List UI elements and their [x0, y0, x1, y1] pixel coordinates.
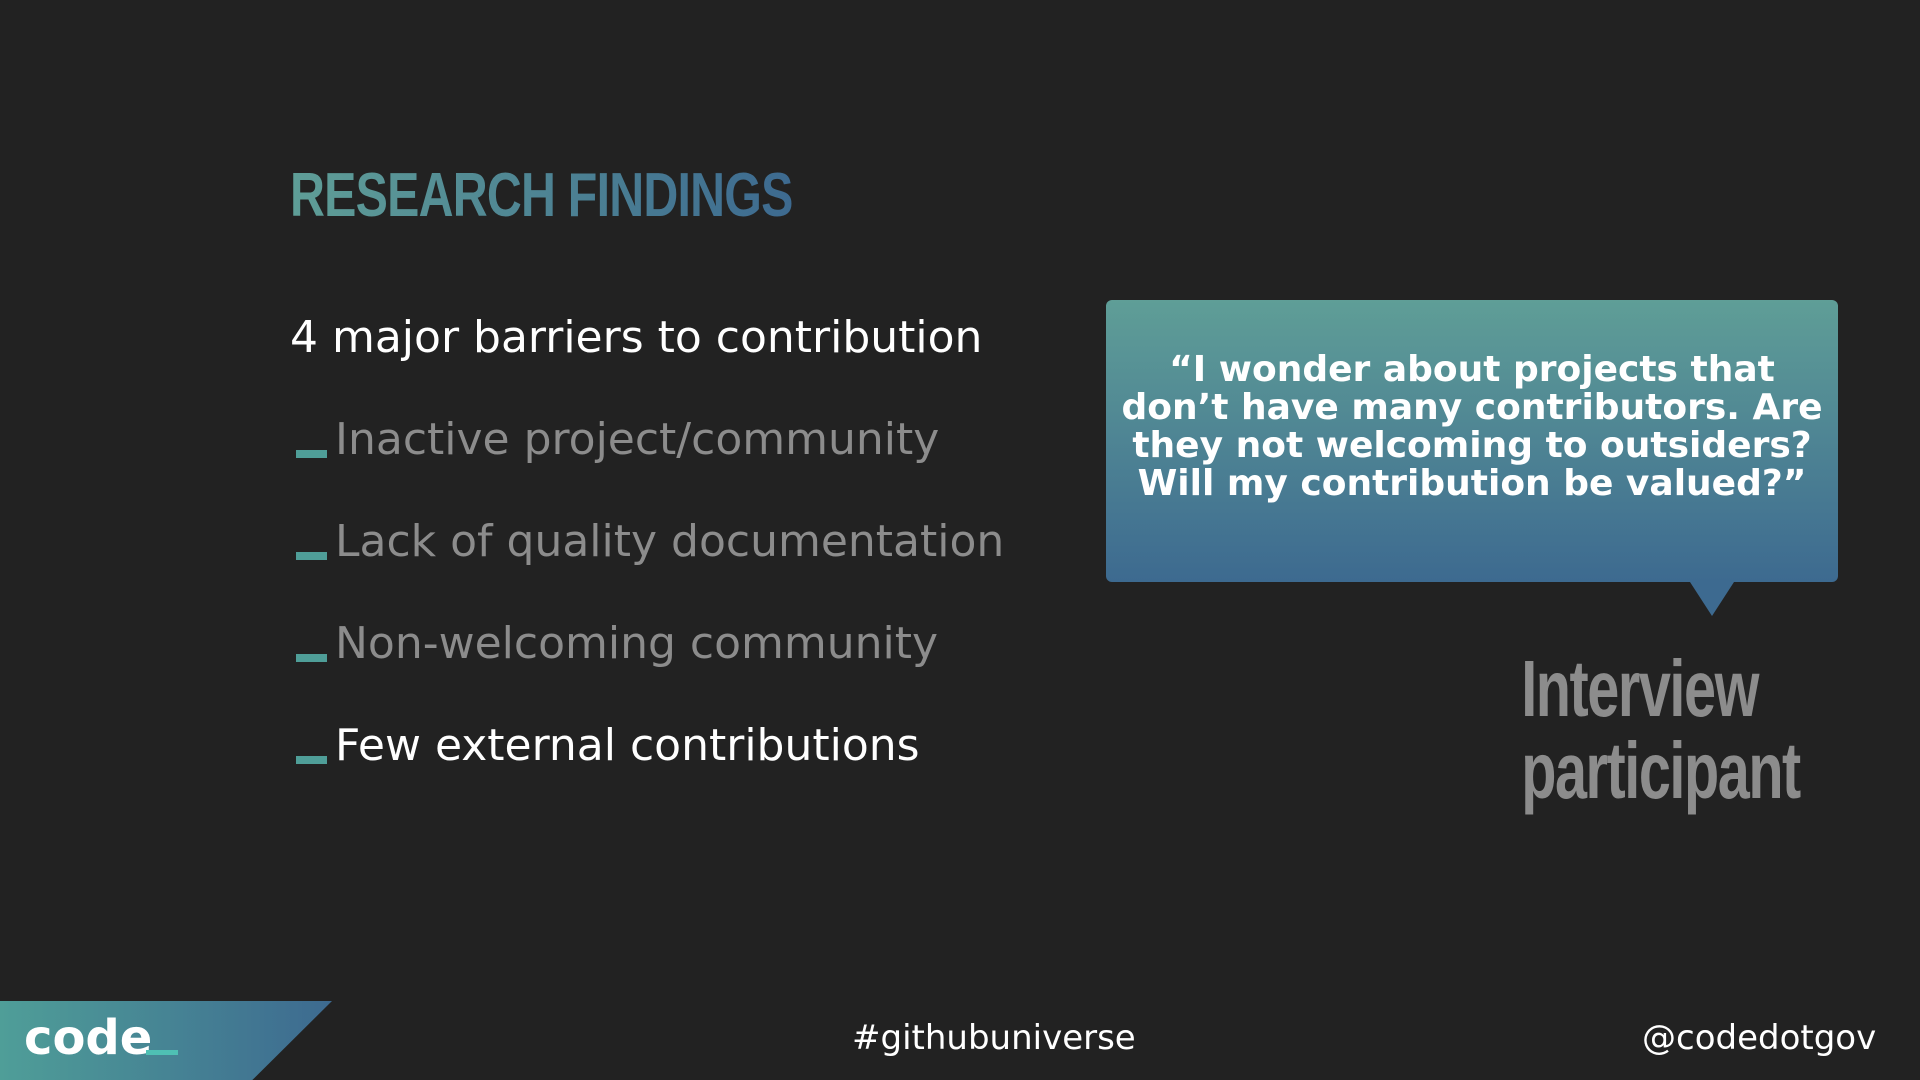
- list-item: Lack of quality documentation: [296, 514, 1004, 616]
- list-item-highlighted: Few external contributions: [296, 718, 1004, 820]
- attribution-line-1: Interview: [1521, 644, 1759, 733]
- list-item: Inactive project/community: [296, 412, 1004, 514]
- quote-text: “I wonder about projects that don’t have…: [1121, 349, 1823, 504]
- list-item: Non-welcoming community: [296, 616, 1004, 718]
- bullet-text: Few external contributions: [335, 720, 920, 771]
- logo-cursor-icon: [146, 1050, 178, 1055]
- slide-subtitle: 4 major barriers to contribution: [290, 312, 983, 363]
- bullet-dash-icon: [296, 552, 327, 560]
- bullet-text: Inactive project/community: [335, 414, 940, 465]
- code-logo: code: [24, 1010, 153, 1066]
- slide-title: RESEARCH FINDINGS: [290, 161, 793, 230]
- quote-speech-bubble: “I wonder about projects that don’t have…: [1106, 300, 1838, 616]
- footer-hashtag: #githubuniverse: [852, 1018, 1136, 1058]
- attribution-line-2: participant: [1521, 726, 1801, 815]
- footer-handle: @codedotgov: [1642, 1018, 1877, 1058]
- bullet-dash-icon: [296, 450, 327, 458]
- bullet-dash-icon: [296, 654, 327, 662]
- bullet-text: Non-welcoming community: [335, 618, 939, 669]
- quote-attribution: Interview participant: [1440, 644, 1801, 815]
- barrier-list: Inactive project/community Lack of quali…: [296, 412, 1004, 820]
- bullet-dash-icon: [296, 756, 327, 764]
- bullet-text: Lack of quality documentation: [335, 516, 1005, 567]
